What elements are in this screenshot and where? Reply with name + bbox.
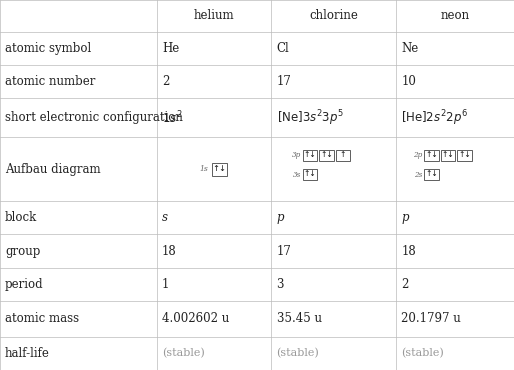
Text: half-life: half-life (5, 347, 50, 360)
Text: atomic number: atomic number (5, 75, 96, 88)
Text: ↑↓: ↑↓ (425, 150, 438, 159)
Bar (212, 162, 227, 176)
Bar (425, 169, 439, 180)
Text: group: group (5, 245, 41, 258)
Text: Ne: Ne (401, 42, 419, 55)
Text: atomic mass: atomic mass (5, 312, 79, 325)
Text: ↑↓: ↑↓ (212, 164, 226, 172)
Text: 2p: 2p (413, 151, 423, 159)
Text: short electronic configuration: short electronic configuration (5, 111, 183, 124)
Text: p: p (277, 211, 284, 224)
Text: 17: 17 (277, 75, 291, 88)
Text: 18: 18 (162, 245, 177, 258)
Text: 1: 1 (162, 278, 169, 291)
Text: ↑↓: ↑↓ (320, 150, 333, 159)
Text: (stable): (stable) (277, 348, 319, 359)
Text: ↑↓: ↑↓ (442, 150, 454, 159)
Text: ↑↓: ↑↓ (458, 150, 471, 159)
Text: 20.1797 u: 20.1797 u (401, 312, 461, 325)
Text: (stable): (stable) (401, 348, 444, 359)
Text: 18: 18 (401, 245, 416, 258)
Text: 35.45 u: 35.45 u (277, 312, 322, 325)
Text: ↑↓: ↑↓ (304, 169, 317, 178)
Text: 10: 10 (401, 75, 416, 88)
Text: 2: 2 (401, 278, 409, 291)
Text: 3s: 3s (292, 171, 301, 179)
Bar (441, 150, 455, 161)
Text: atomic symbol: atomic symbol (5, 42, 91, 55)
Text: $\mathrm{[He]2}s^{2}\mathrm{2}p^{6}$: $\mathrm{[He]2}s^{2}\mathrm{2}p^{6}$ (401, 108, 468, 128)
Bar (457, 150, 472, 161)
Text: chlorine: chlorine (309, 9, 358, 22)
Text: 4.002602 u: 4.002602 u (162, 312, 229, 325)
Text: Aufbau diagram: Aufbau diagram (5, 163, 101, 176)
Text: Cl: Cl (277, 42, 289, 55)
Bar (303, 169, 317, 180)
Text: block: block (5, 211, 38, 224)
Bar (319, 150, 334, 161)
Text: s: s (162, 211, 168, 224)
Text: 2: 2 (162, 75, 169, 88)
Text: neon: neon (440, 9, 470, 22)
Text: helium: helium (194, 9, 234, 22)
Text: He: He (162, 42, 179, 55)
Text: (stable): (stable) (162, 348, 205, 359)
Text: ↑↓: ↑↓ (425, 169, 438, 178)
Text: 2s: 2s (414, 171, 423, 179)
Text: period: period (5, 278, 44, 291)
Bar (303, 150, 317, 161)
Text: ↑↓: ↑↓ (304, 150, 317, 159)
Text: 17: 17 (277, 245, 291, 258)
Bar (336, 150, 351, 161)
Text: p: p (401, 211, 409, 224)
Text: 1s: 1s (199, 165, 209, 173)
Text: $\mathrm{[Ne]3}s^{2}\mathrm{3}p^{5}$: $\mathrm{[Ne]3}s^{2}\mathrm{3}p^{5}$ (277, 108, 343, 128)
Bar (425, 150, 439, 161)
Text: $1s^{2}$: $1s^{2}$ (162, 110, 182, 126)
Text: ↑: ↑ (340, 150, 346, 159)
Text: 3p: 3p (292, 151, 301, 159)
Text: 3: 3 (277, 278, 284, 291)
